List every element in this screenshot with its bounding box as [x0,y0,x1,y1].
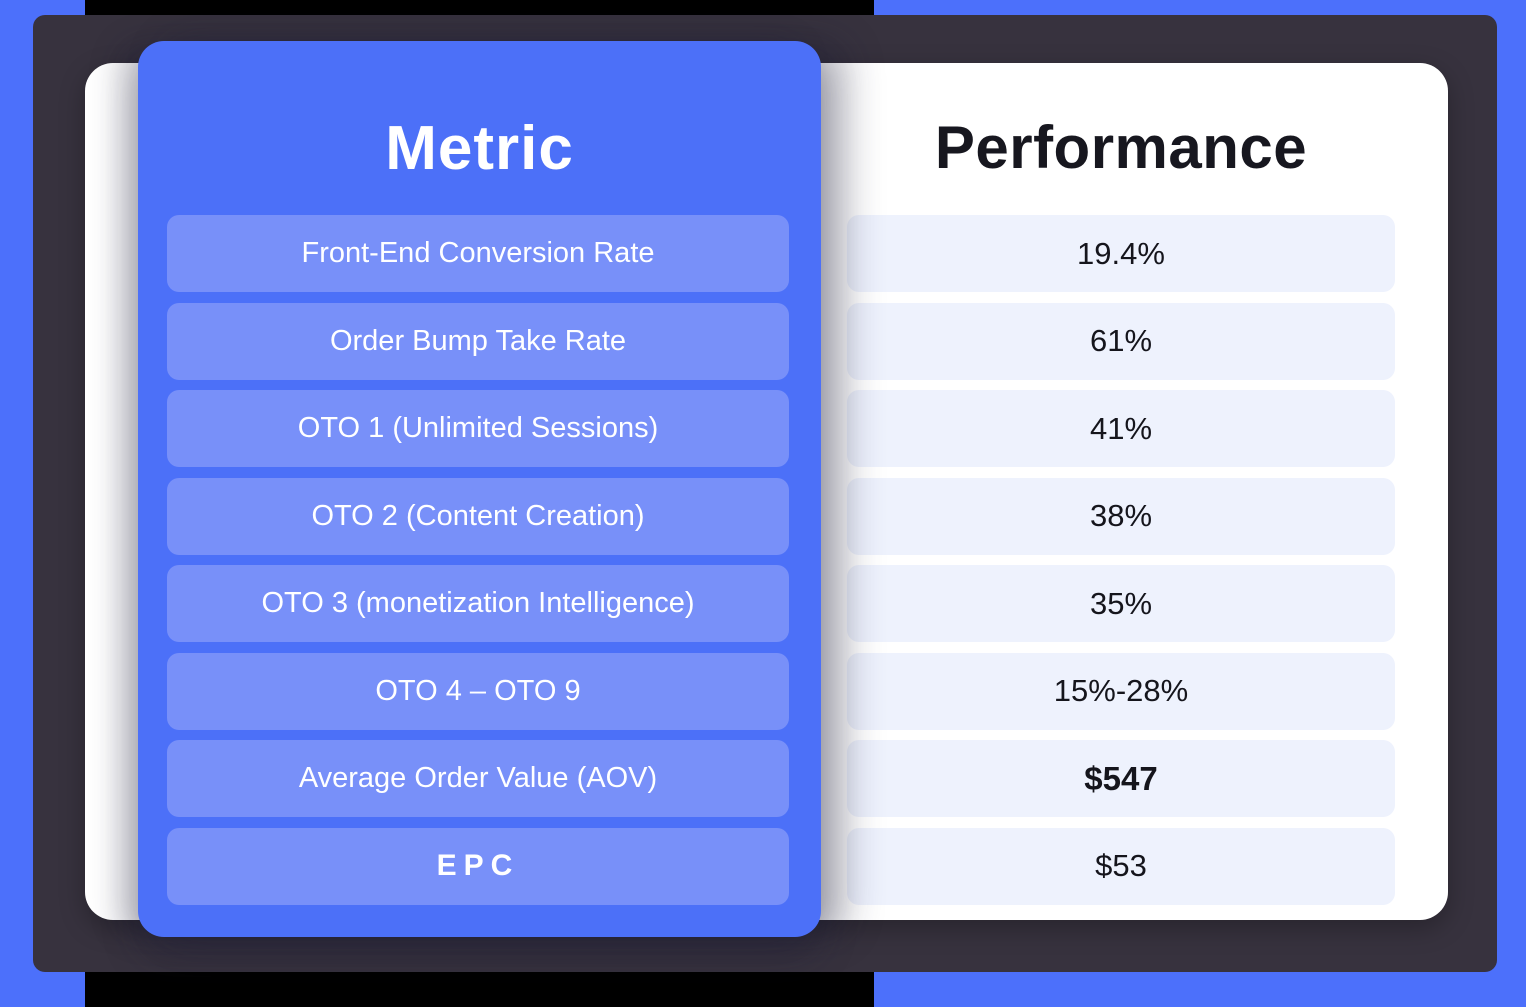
metric-pill-order-bump: Order Bump Take Rate [167,302,789,380]
metric-pill-oto2: OTO 2 (Content Creation) [167,477,789,555]
metric-pill-list: Front-End Conversion Rate Order Bump Tak… [167,215,789,905]
dark-frame: Performance 19.4% 61% 41% 38% 35% 15%-28… [33,15,1497,972]
metric-pill-oto1: OTO 1 (Unlimited Sessions) [167,390,789,467]
performance-value-oto4-9: 15%-28% [847,652,1395,730]
metric-pill-oto4-9: OTO 4 – OTO 9 [167,652,789,730]
top-black-bar [85,0,874,16]
metric-pill-front-end-conversion: Front-End Conversion Rate [167,215,789,292]
metric-pill-aov: Average Order Value (AOV) [167,740,789,817]
performance-value-order-bump: 61% [847,302,1395,380]
bottom-black-bar [85,971,874,1007]
metric-pill-epc: EPC [167,827,789,905]
metric-column-header: Metric [385,114,574,183]
performance-value-oto1: 41% [847,390,1395,467]
performance-value-oto2: 38% [847,477,1395,555]
performance-value-aov: $547 [847,740,1395,817]
performance-value-epc: $53 [847,827,1395,905]
performance-value-oto3: 35% [847,565,1395,642]
performance-column-header: Performance [934,114,1308,181]
performance-value-list: 19.4% 61% 41% 38% 35% 15%-28% $547 $53 [847,215,1395,905]
metric-panel: Metric Front-End Conversion Rate Order B… [138,41,821,937]
metric-pill-oto3: OTO 3 (monetization Intelligence) [167,565,789,642]
performance-value-front-end-conversion: 19.4% [847,215,1395,292]
